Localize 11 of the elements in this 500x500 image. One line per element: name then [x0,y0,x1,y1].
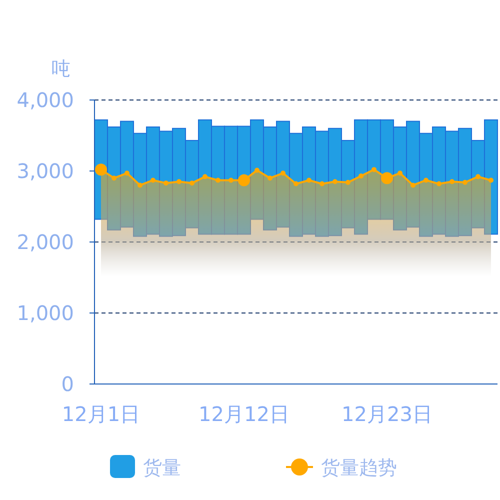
x-tick-label: 12月23日 [342,402,432,426]
legend-label: 货量 [143,457,181,479]
y-tick-label: 3,000 [16,159,74,183]
y-tick-label: 1,000 [16,301,74,325]
y-tick-label: 4,000 [16,88,74,112]
x-tick-label: 12月12日 [198,402,290,426]
y-axis-title: 吨 [52,58,70,80]
x-tick-label: 12月1日 [62,402,140,426]
y-tick-label: 0 [61,372,74,396]
legend-label: 货量趋势 [321,457,397,479]
y-tick-label: 2,000 [16,230,74,254]
